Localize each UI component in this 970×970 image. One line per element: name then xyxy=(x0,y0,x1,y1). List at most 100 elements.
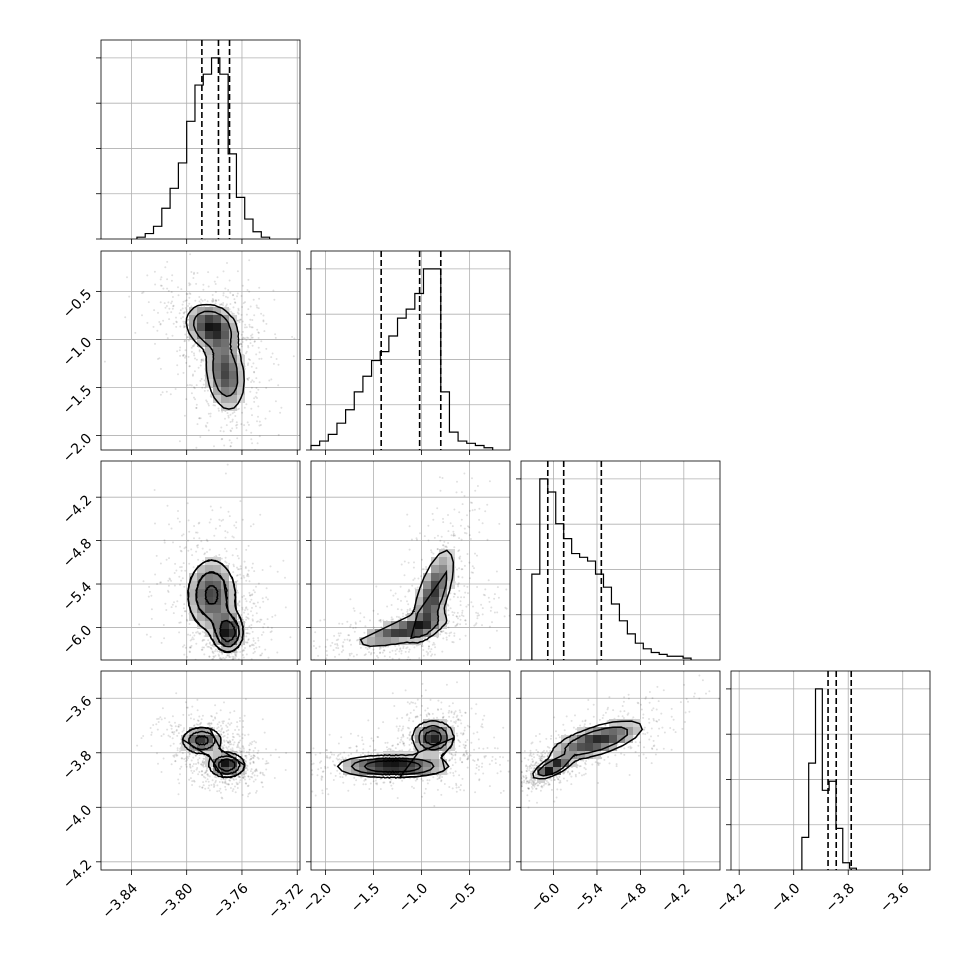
sample-point xyxy=(498,522,501,525)
density-cell xyxy=(399,621,407,629)
sample-point xyxy=(240,313,243,316)
sample-point xyxy=(334,643,337,646)
sample-point xyxy=(311,763,313,766)
sample-point xyxy=(469,754,472,757)
sample-point xyxy=(202,775,205,778)
sample-point xyxy=(228,723,231,726)
sample-point xyxy=(458,745,461,748)
sample-point xyxy=(234,791,237,794)
sample-point xyxy=(406,726,409,729)
sample-point xyxy=(198,417,201,420)
sample-point xyxy=(391,618,394,621)
sample-point xyxy=(359,620,362,623)
sample-point xyxy=(229,677,231,679)
sample-point xyxy=(451,764,454,767)
sample-point xyxy=(408,717,411,720)
sample-point xyxy=(421,704,424,707)
sample-point xyxy=(442,750,445,753)
sample-point xyxy=(440,701,443,704)
sample-point xyxy=(455,750,457,753)
sample-point xyxy=(209,415,212,418)
sample-point xyxy=(166,311,169,314)
sample-point xyxy=(211,650,214,653)
density-cell xyxy=(229,339,237,347)
sample-point xyxy=(238,720,241,722)
sample-point xyxy=(442,517,444,520)
sample-point xyxy=(244,698,247,701)
sample-point xyxy=(507,759,509,762)
sample-point xyxy=(242,747,245,750)
sample-point xyxy=(255,646,258,649)
sample-point xyxy=(250,598,253,601)
sample-point xyxy=(488,600,491,603)
sample-point xyxy=(392,665,394,667)
sample-point xyxy=(244,782,247,785)
sample-point xyxy=(203,389,206,392)
sample-point xyxy=(260,340,263,343)
sample-point xyxy=(254,395,257,398)
sample-point xyxy=(382,781,385,784)
sample-point xyxy=(227,741,230,744)
sample-point xyxy=(248,323,251,326)
sample-point xyxy=(396,598,399,601)
sample-point xyxy=(255,391,258,394)
sample-point xyxy=(168,577,171,580)
sample-point xyxy=(406,513,409,516)
sample-point xyxy=(150,594,153,597)
sample-point xyxy=(237,733,240,736)
sample-point xyxy=(257,415,259,418)
sample-point xyxy=(236,437,239,440)
sample-point xyxy=(463,531,466,534)
sample-point xyxy=(190,644,193,647)
sample-point xyxy=(421,645,424,647)
sample-point xyxy=(340,650,343,653)
sample-point xyxy=(486,747,489,749)
sample-point xyxy=(441,544,444,547)
sample-point xyxy=(269,754,272,757)
sample-point xyxy=(257,346,260,349)
sample-point xyxy=(261,569,264,571)
sample-point xyxy=(201,786,204,789)
sample-point xyxy=(408,588,410,591)
density-cell xyxy=(197,323,205,331)
sample-point xyxy=(457,550,460,553)
sample-point xyxy=(231,535,234,538)
sample-point xyxy=(408,738,411,741)
sample-point xyxy=(277,363,280,366)
sample-point xyxy=(218,781,221,783)
sample-point xyxy=(206,645,209,648)
sample-point xyxy=(152,724,155,726)
sample-point xyxy=(200,540,203,543)
sample-point xyxy=(417,681,419,683)
sample-point xyxy=(448,759,451,762)
sample-point xyxy=(376,655,378,657)
sample-point xyxy=(218,650,221,653)
sample-point xyxy=(411,741,413,744)
sample-point xyxy=(335,646,338,649)
sample-point xyxy=(463,585,466,587)
sample-point xyxy=(142,580,145,583)
sample-point xyxy=(232,743,235,746)
sample-point xyxy=(262,631,265,634)
sample-point xyxy=(244,772,247,775)
sample-point xyxy=(218,664,220,666)
sample-point xyxy=(317,665,319,667)
sample-point xyxy=(328,667,330,669)
hist-panel-0 xyxy=(96,39,301,244)
sample-point xyxy=(158,321,161,323)
sample-point xyxy=(204,771,207,774)
sample-point xyxy=(245,653,248,656)
sample-point xyxy=(481,723,484,726)
sample-point xyxy=(229,291,232,294)
sample-point xyxy=(252,644,255,647)
sample-point xyxy=(417,577,420,580)
sample-point xyxy=(270,638,273,641)
sample-point xyxy=(258,435,261,438)
sample-point xyxy=(186,502,189,505)
sample-point xyxy=(418,657,421,660)
density-cell xyxy=(229,597,237,605)
sample-point xyxy=(138,623,141,626)
sample-point xyxy=(253,740,256,743)
sample-point xyxy=(429,698,432,701)
sample-point xyxy=(449,598,452,601)
